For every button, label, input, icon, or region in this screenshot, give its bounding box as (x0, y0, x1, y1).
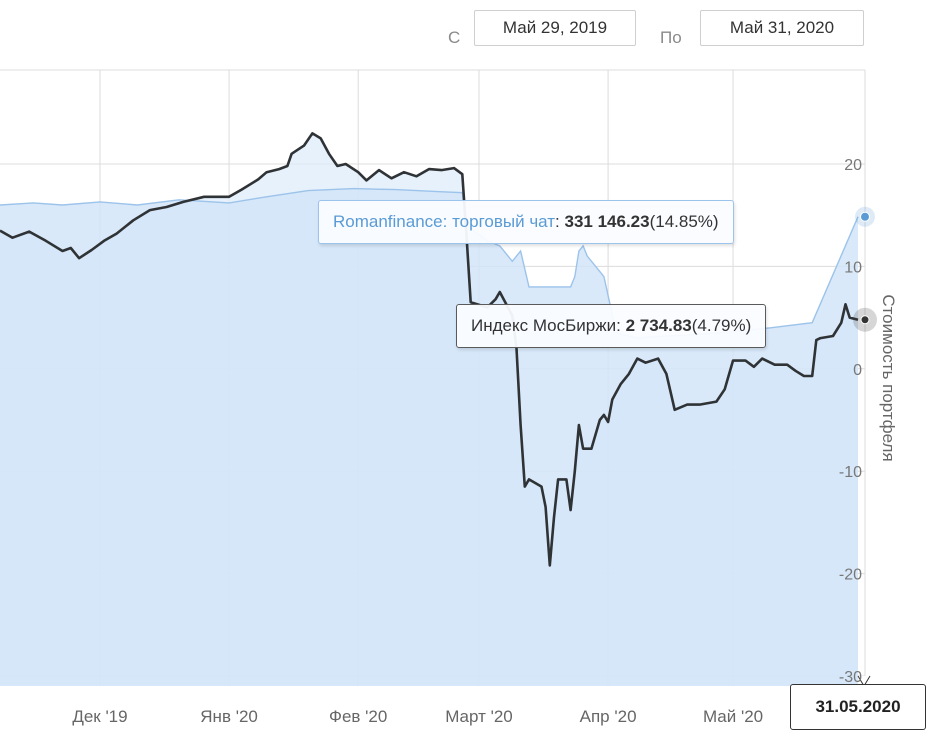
x-tick-label: Май '20 (703, 707, 763, 726)
index-marker (860, 315, 870, 325)
x-tick-label: Апр '20 (580, 707, 637, 726)
x-tick-label: Дек '19 (72, 707, 127, 726)
index-line (0, 132, 859, 567)
y-tick-label: -10 (839, 464, 862, 481)
portfolio-tooltip-pct: (14.85%) (649, 212, 719, 231)
to-date-input[interactable]: Май 31, 2020 (700, 10, 864, 46)
x-tick-label: Фев '20 (329, 707, 387, 726)
index-tooltip-value: 2 734.83 (625, 316, 692, 335)
series-layer (0, 132, 859, 687)
y-tick-label: -30 (839, 669, 862, 686)
x-tick-label: Янв '20 (200, 707, 258, 726)
index-tooltip: Индекс МосБиржи: 2 734.83(4.79%) (456, 304, 767, 348)
index-tooltip-pct: (4.79%) (691, 316, 752, 335)
portfolio-tooltip-name: Romanfinance: торговый чат (333, 212, 556, 231)
from-date-input[interactable]: Май 29, 2019 (474, 10, 636, 46)
to-label: По (660, 28, 682, 47)
portfolio-tooltip: Romanfinance: торговый чат: 331 146.23(1… (318, 200, 734, 244)
portfolio-tooltip-value: 331 146.23 (564, 212, 650, 231)
x-axis: Дек '19 Янв '20 Фев '20 Март '20 Апр '20 Май … (72, 707, 763, 726)
y-tick-label: 10 (844, 259, 862, 276)
y-axis: 20 10 0 -10 -20 -30 (839, 157, 862, 686)
y-tick-label: -20 (839, 567, 862, 584)
from-label: С (448, 28, 461, 47)
portfolio-marker (860, 211, 870, 222)
x-tick-label: Март '20 (445, 707, 513, 726)
portfolio-area (0, 188, 858, 686)
index-tooltip-name: Индекс МосБиржи (471, 316, 617, 335)
y-tick-label: 20 (844, 157, 862, 174)
crosshair-date-label: 31.05.2020 (790, 684, 926, 730)
date-range-selector: С Май 29, 2019 По Май 31, 2020 (0, 10, 934, 50)
y-tick-label: 0 (853, 362, 862, 379)
y-axis-label: Стоимость портфеля (879, 294, 898, 461)
